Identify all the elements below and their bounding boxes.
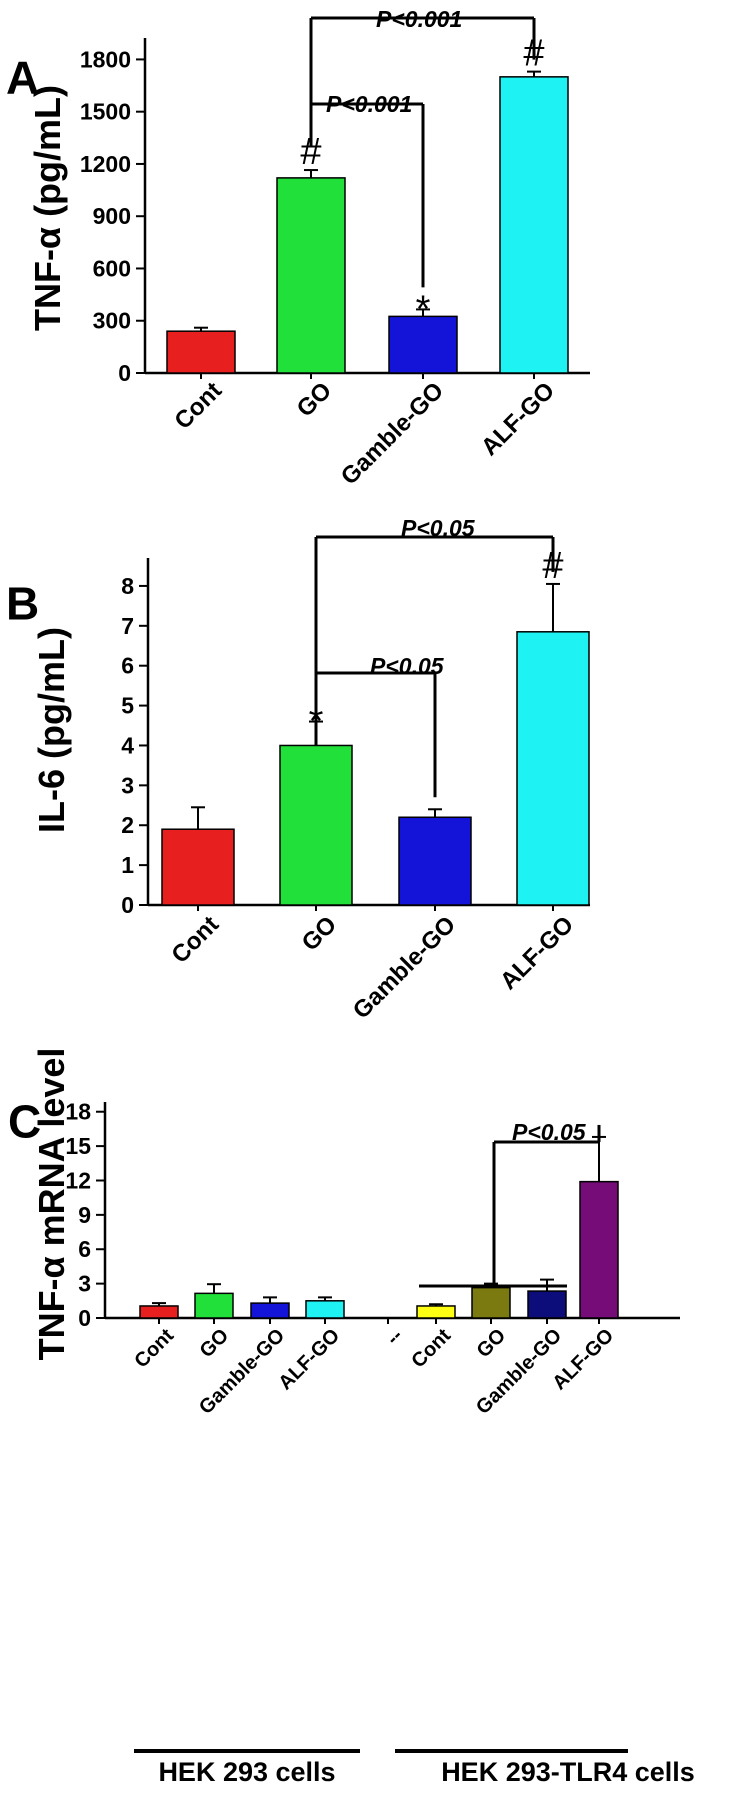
p-value-label: P<0.05 [401,515,476,541]
x-tick-label: GO [196,1325,234,1363]
panel-label: C [8,1096,41,1148]
group-label: HEK 293-TLR4 cells [441,1757,695,1787]
x-tick-label: GO [297,911,342,956]
bar [250,1302,290,1319]
y-tick-label: 9 [78,1202,91,1228]
y-tick-label: 6 [121,653,134,679]
x-tick-label: ALF-GO [495,911,579,995]
y-tick-label: 1800 [80,46,131,72]
y-tick-label: 300 [93,308,131,334]
bar [527,1290,567,1319]
y-tick-label: 4 [121,732,134,758]
bar [305,1300,345,1319]
bar [579,1180,619,1319]
y-tick-label: 1 [121,852,134,878]
y-tick-label: 6 [78,1236,91,1262]
bar [499,76,569,374]
bar [276,177,346,374]
p-value-label: P<0.05 [370,653,445,679]
p-value-label: P<0.05 [512,1119,587,1145]
panel-label: B [6,578,39,630]
x-tick-label: -- [382,1325,407,1350]
bar [161,828,235,906]
x-tick-label: GO [292,377,337,422]
panel-label: A [6,52,39,104]
p-value-label: P<0.001 [376,6,462,32]
y-tick-label: 7 [121,613,134,639]
bar [279,744,353,906]
y-tick-label: 1500 [80,99,131,125]
y-tick-label: 1200 [80,151,131,177]
y-tick-label: 0 [121,892,134,918]
y-tick-label: 2 [121,812,134,838]
y-tick-label: 600 [93,255,131,281]
significance-mark: # [300,131,321,173]
bar [139,1305,179,1319]
panel-b: BIL-6 (pg/mL)012345678Cont*GOGamble-GO#A… [6,515,590,1024]
bar [416,1305,456,1319]
bar [471,1286,511,1319]
x-tick-label: Cont [166,911,224,969]
x-tick-label: ALF-GO [274,1325,344,1395]
x-tick-label: Cont [407,1324,455,1372]
x-tick-label: Gamble-GO [336,377,449,490]
y-tick-label: 3 [121,772,134,798]
y-axis-label: IL-6 (pg/mL) [31,627,72,833]
bar [398,816,472,906]
y-tick-label: 15 [65,1133,91,1159]
y-tick-label: 5 [121,693,134,719]
significance-mark: * [416,288,431,330]
y-axis-label: TNF-α (pg/mL) [27,85,68,331]
bar [516,631,590,906]
y-tick-label: 18 [65,1099,91,1125]
y-tick-label: 0 [118,360,131,386]
y-tick-label: 0 [78,1305,91,1331]
bar [166,330,236,374]
y-tick-label: 3 [78,1271,91,1297]
y-axis-label: TNF-α mRNA level [31,1048,72,1361]
x-tick-label: Cont [130,1324,178,1372]
bar [194,1292,234,1319]
x-tick-label: Cont [169,377,227,435]
x-tick-label: Gamble-GO [348,911,461,1024]
bar [388,315,458,374]
y-tick-label: 900 [93,203,131,229]
group-label: HEK 293 cells [158,1757,335,1787]
p-value-label: P<0.001 [326,91,412,117]
x-tick-label: GO [473,1325,511,1363]
y-tick-label: 12 [65,1167,91,1193]
y-tick-label: 8 [121,573,134,599]
x-tick-label: ALF-GO [476,377,560,461]
